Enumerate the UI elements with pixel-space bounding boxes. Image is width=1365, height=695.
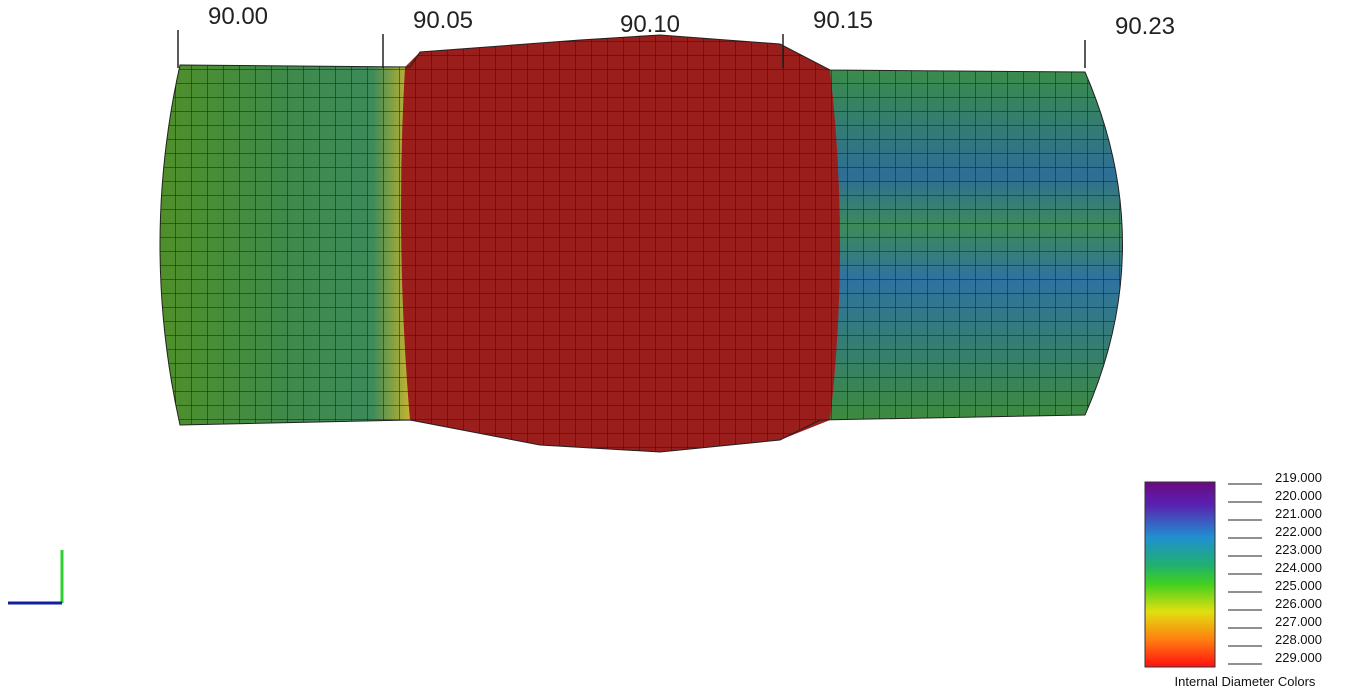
marker-label: 90.15 <box>813 7 873 34</box>
legend-label: 221.000 <box>1275 506 1322 521</box>
marker-label: 90.23 <box>1115 13 1175 40</box>
legend-label: 228.000 <box>1275 632 1322 647</box>
legend-label: 225.000 <box>1275 578 1322 593</box>
legend-label: 222.000 <box>1275 524 1322 539</box>
viewer: 90.00 90.05 90.10 90.15 90.23 219.000 220.000… <box>0 0 1365 695</box>
marker-label: 90.05 <box>413 7 473 34</box>
legend-label: 220.000 <box>1275 488 1322 503</box>
legend-label: 226.000 <box>1275 596 1322 611</box>
legend-label: 219.000 <box>1275 470 1322 485</box>
legend-label: 224.000 <box>1275 560 1322 575</box>
axis-triad <box>8 550 62 603</box>
legend-label: 229.000 <box>1275 650 1322 665</box>
marker-label: 90.00 <box>208 3 268 30</box>
legend-title: Internal Diameter Colors <box>1175 674 1316 689</box>
pipe <box>160 35 1123 452</box>
legend-label: 223.000 <box>1275 542 1322 557</box>
marker-label: 90.10 <box>620 11 680 38</box>
color-bar <box>1145 482 1215 667</box>
legend-label: 227.000 <box>1275 614 1322 629</box>
